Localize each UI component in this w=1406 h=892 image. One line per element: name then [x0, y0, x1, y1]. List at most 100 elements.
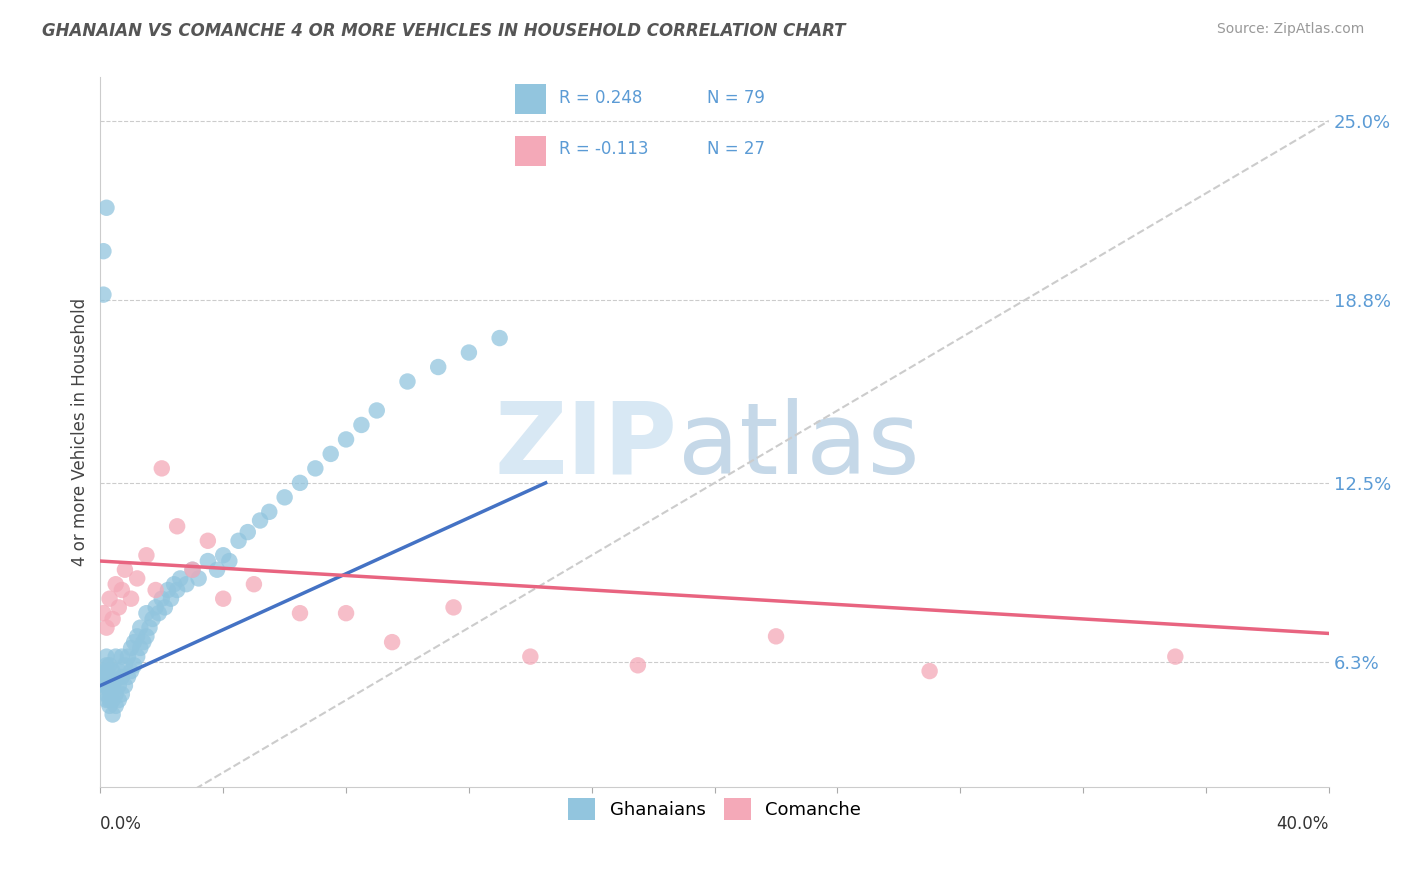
- Point: [111, 649, 134, 664]
- Point: [120, 664, 142, 678]
- Point: [1164, 649, 1187, 664]
- Point: [114, 563, 136, 577]
- Point: [273, 491, 295, 505]
- Point: [96, 664, 118, 678]
- Text: N = 27: N = 27: [707, 141, 765, 159]
- Point: [212, 548, 235, 562]
- Point: [107, 600, 129, 615]
- Point: [101, 707, 124, 722]
- Point: [249, 514, 271, 528]
- Text: ZIP: ZIP: [495, 398, 678, 495]
- Point: [918, 664, 941, 678]
- Point: [153, 600, 176, 615]
- Point: [114, 679, 136, 693]
- Point: [197, 554, 219, 568]
- Point: [176, 577, 198, 591]
- Point: [96, 621, 118, 635]
- Point: [288, 606, 311, 620]
- Point: [98, 693, 121, 707]
- Point: [93, 670, 115, 684]
- Point: [98, 698, 121, 713]
- Point: [98, 658, 121, 673]
- Point: [160, 591, 183, 606]
- Point: [396, 375, 419, 389]
- Point: [98, 591, 121, 606]
- Point: [98, 684, 121, 698]
- Point: [243, 577, 266, 591]
- Legend: Ghanaians, Comanche: Ghanaians, Comanche: [561, 791, 869, 828]
- Point: [148, 606, 170, 620]
- Point: [458, 345, 481, 359]
- Point: [145, 582, 167, 597]
- Point: [381, 635, 404, 649]
- Point: [135, 548, 157, 562]
- Point: [96, 649, 118, 664]
- Point: [127, 629, 149, 643]
- Point: [93, 664, 115, 678]
- Point: [96, 658, 118, 673]
- Point: [93, 244, 115, 259]
- Point: [218, 554, 240, 568]
- Point: [93, 287, 115, 301]
- Point: [145, 600, 167, 615]
- Point: [127, 571, 149, 585]
- Point: [236, 525, 259, 540]
- Point: [101, 664, 124, 678]
- Point: [627, 658, 650, 673]
- FancyBboxPatch shape: [516, 136, 547, 166]
- Point: [117, 670, 139, 684]
- Text: R = -0.113: R = -0.113: [558, 141, 648, 159]
- Point: [150, 591, 173, 606]
- Point: [111, 582, 134, 597]
- Text: 0.0%: 0.0%: [100, 815, 142, 833]
- Point: [111, 687, 134, 701]
- Point: [187, 571, 209, 585]
- Point: [107, 679, 129, 693]
- Point: [96, 673, 118, 687]
- Point: [335, 433, 357, 447]
- Point: [443, 600, 465, 615]
- Point: [197, 533, 219, 548]
- Point: [212, 591, 235, 606]
- Text: N = 79: N = 79: [707, 89, 765, 107]
- Point: [166, 519, 188, 533]
- Point: [138, 621, 160, 635]
- Point: [427, 359, 450, 374]
- Point: [350, 417, 373, 432]
- Point: [122, 635, 145, 649]
- Point: [335, 606, 357, 620]
- Point: [101, 679, 124, 693]
- Text: atlas: atlas: [678, 398, 920, 495]
- Point: [288, 475, 311, 490]
- Point: [104, 673, 127, 687]
- Point: [205, 563, 228, 577]
- Point: [104, 698, 127, 713]
- Point: [120, 640, 142, 655]
- Point: [366, 403, 388, 417]
- Point: [142, 612, 165, 626]
- Point: [104, 687, 127, 701]
- Point: [96, 679, 118, 693]
- Point: [181, 563, 204, 577]
- Point: [163, 577, 186, 591]
- Point: [166, 582, 188, 597]
- Point: [107, 693, 129, 707]
- Point: [122, 658, 145, 673]
- Point: [101, 612, 124, 626]
- Point: [135, 629, 157, 643]
- Y-axis label: 4 or more Vehicles in Household: 4 or more Vehicles in Household: [72, 298, 89, 566]
- Point: [169, 571, 191, 585]
- Point: [135, 606, 157, 620]
- Point: [129, 640, 152, 655]
- Point: [96, 687, 118, 701]
- Point: [488, 331, 510, 345]
- Point: [98, 673, 121, 687]
- Text: GHANAIAN VS COMANCHE 4 OR MORE VEHICLES IN HOUSEHOLD CORRELATION CHART: GHANAIAN VS COMANCHE 4 OR MORE VEHICLES …: [42, 22, 845, 40]
- Point: [101, 693, 124, 707]
- Point: [519, 649, 541, 664]
- Text: Source: ZipAtlas.com: Source: ZipAtlas.com: [1216, 22, 1364, 37]
- Point: [93, 679, 115, 693]
- Point: [129, 621, 152, 635]
- Point: [117, 649, 139, 664]
- Point: [127, 649, 149, 664]
